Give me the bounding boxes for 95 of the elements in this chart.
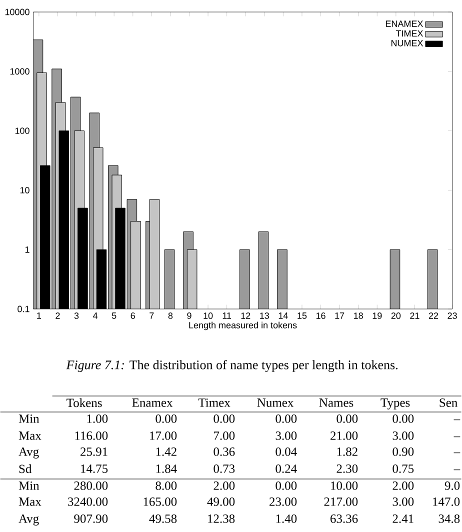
text: Enamex [132, 398, 173, 407]
text: 8.00 [156, 481, 177, 490]
x-tick-label: 4 [93, 312, 98, 319]
text: Numex [257, 398, 294, 407]
x-tick-label: 21 [410, 312, 420, 319]
text: 0.00 [276, 481, 297, 490]
x-tick-label: 12 [242, 312, 250, 319]
text: Min [19, 414, 40, 423]
text: 12.38 [208, 514, 235, 523]
text: 3.00 [393, 431, 414, 440]
x-tick-label: 1 [37, 312, 42, 319]
x-tick-label: 16 [316, 312, 326, 319]
y-tick-label: 100 [16, 128, 30, 134]
text: Avg [18, 514, 40, 526]
y-tick-label: 1000 [10, 68, 30, 75]
text: 49.58 [149, 514, 177, 523]
text: 10.00 [331, 481, 358, 490]
text: 0.90 [392, 447, 414, 456]
text: 0.75 [392, 464, 414, 473]
text: 49.00 [207, 497, 235, 506]
text: 34.8 [439, 514, 460, 523]
text: – [454, 452, 460, 454]
text: Min [19, 482, 40, 490]
text: 14.75 [81, 464, 108, 473]
text: Names [320, 398, 354, 407]
text: – [454, 436, 460, 438]
text: 147.0 [433, 497, 460, 506]
x-tick-label: 9 [187, 312, 192, 319]
legend-label: NUMEX [392, 40, 424, 46]
text: 0.00 [392, 414, 414, 423]
text: 0.04 [276, 447, 298, 456]
text: Sen [440, 398, 458, 407]
x-tick-label: 14 [279, 312, 288, 319]
text: Sd [20, 464, 32, 474]
text: 0.24 [276, 464, 298, 473]
text: 7.00 [214, 431, 235, 440]
text: 907.90 [74, 514, 108, 523]
text: 63.36 [330, 514, 358, 523]
text: 280.00 [74, 481, 108, 490]
y-tick-label: 1 [26, 246, 30, 253]
text: 1.40 [276, 514, 297, 523]
text: 1.42 [156, 448, 177, 456]
x-tick-label: 19 [373, 312, 382, 319]
x-tick-label: 23 [448, 312, 458, 319]
text: 0.00 [336, 414, 358, 423]
x-tick-label: 5 [112, 312, 116, 319]
text: 21.00 [330, 431, 358, 440]
x-tick-label: 18 [354, 312, 364, 319]
text: Max [19, 432, 42, 440]
text: 1.82 [338, 447, 358, 456]
x-tick-label: 22 [429, 312, 438, 319]
text: 2.30 [336, 464, 358, 473]
text: 17.00 [150, 431, 177, 440]
x-tick-label: 10 [204, 312, 213, 319]
text: 1.84 [156, 464, 178, 473]
text: 2.00 [214, 481, 235, 490]
legend-label: ENAMEX [386, 20, 424, 27]
x-tick-label: 17 [335, 312, 344, 319]
text: 217.00 [324, 497, 358, 506]
text: Max [19, 498, 42, 506]
text: 116.00 [75, 431, 108, 440]
x-tick-label: 13 [260, 312, 270, 319]
x-tick-label: 20 [392, 312, 401, 319]
x-tick-label: 8 [168, 312, 173, 319]
text: 0.73 [214, 464, 235, 473]
text: 165.00 [144, 497, 177, 506]
text: 3.00 [393, 497, 414, 506]
x-tick-label: 6 [131, 312, 136, 319]
text: 0.00 [156, 414, 177, 423]
text: 2.00 [392, 481, 414, 490]
text: 0.36 [214, 447, 235, 456]
x-tick-label: 15 [298, 312, 307, 319]
text: 9.0 [445, 481, 460, 490]
x-axis-title: Length measured in tokens [189, 322, 297, 330]
text: 25.91 [80, 448, 108, 456]
text: Figure 7.1: The distribution of name types per length in tokens. [66, 360, 398, 372]
y-tick-label: 0.1 [18, 306, 30, 312]
legend-label: TIMEX [396, 30, 424, 37]
x-tick-label: 3 [74, 312, 79, 319]
x-tick-label: 7 [150, 312, 154, 319]
text: 23.00 [270, 497, 297, 506]
y-tick-label: 10000 [6, 8, 30, 16]
text: 0.00 [214, 414, 235, 423]
text: 3240.00 [68, 497, 108, 506]
text: 2.41 [392, 514, 414, 523]
text: 1.00 [88, 414, 108, 423]
text: Avg [18, 448, 40, 458]
text: Types [380, 398, 410, 410]
x-tick-label: 2 [56, 312, 60, 319]
y-tick-label: 10 [20, 187, 30, 194]
text: 0.00 [276, 414, 297, 423]
text: Tokens [66, 398, 102, 408]
text: Timex [198, 398, 230, 407]
x-tick-label: 11 [223, 312, 232, 319]
text: 3.00 [276, 431, 297, 440]
